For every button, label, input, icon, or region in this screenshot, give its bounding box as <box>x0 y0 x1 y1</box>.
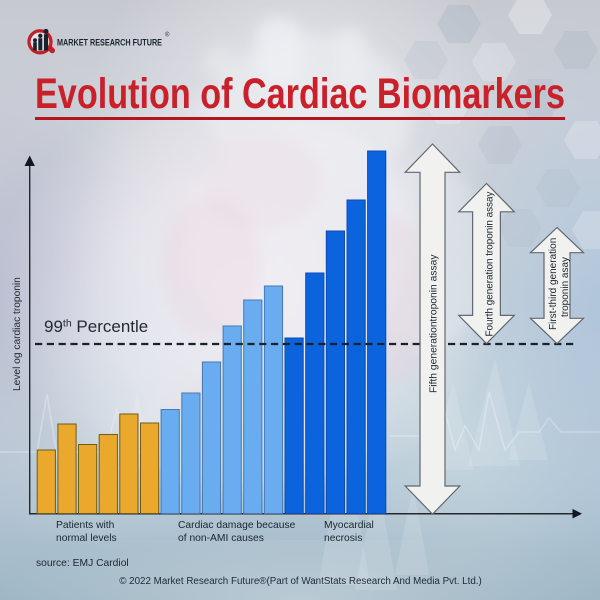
svg-text:First-third generation: First-third generation <box>548 238 559 330</box>
svg-text:troponin asay: troponin asay <box>560 257 571 317</box>
svg-text:®: ® <box>165 32 170 39</box>
svg-text:Evolution of Cardiac Biomarker: Evolution of Cardiac Biomarkers <box>35 70 565 118</box>
svg-text:Fourth generation troponin as: Fourth generation troponin assay <box>485 192 496 337</box>
svg-text:MARKET RESEARCH FUTURE: MARKET RESEARCH FUTURE <box>57 37 162 48</box>
svg-text:Fifth generationtroponin assay: Fifth generationtroponin assay <box>429 254 440 393</box>
svg-text:Level og cardiac troponin: Level og cardiac troponin <box>12 277 23 391</box>
